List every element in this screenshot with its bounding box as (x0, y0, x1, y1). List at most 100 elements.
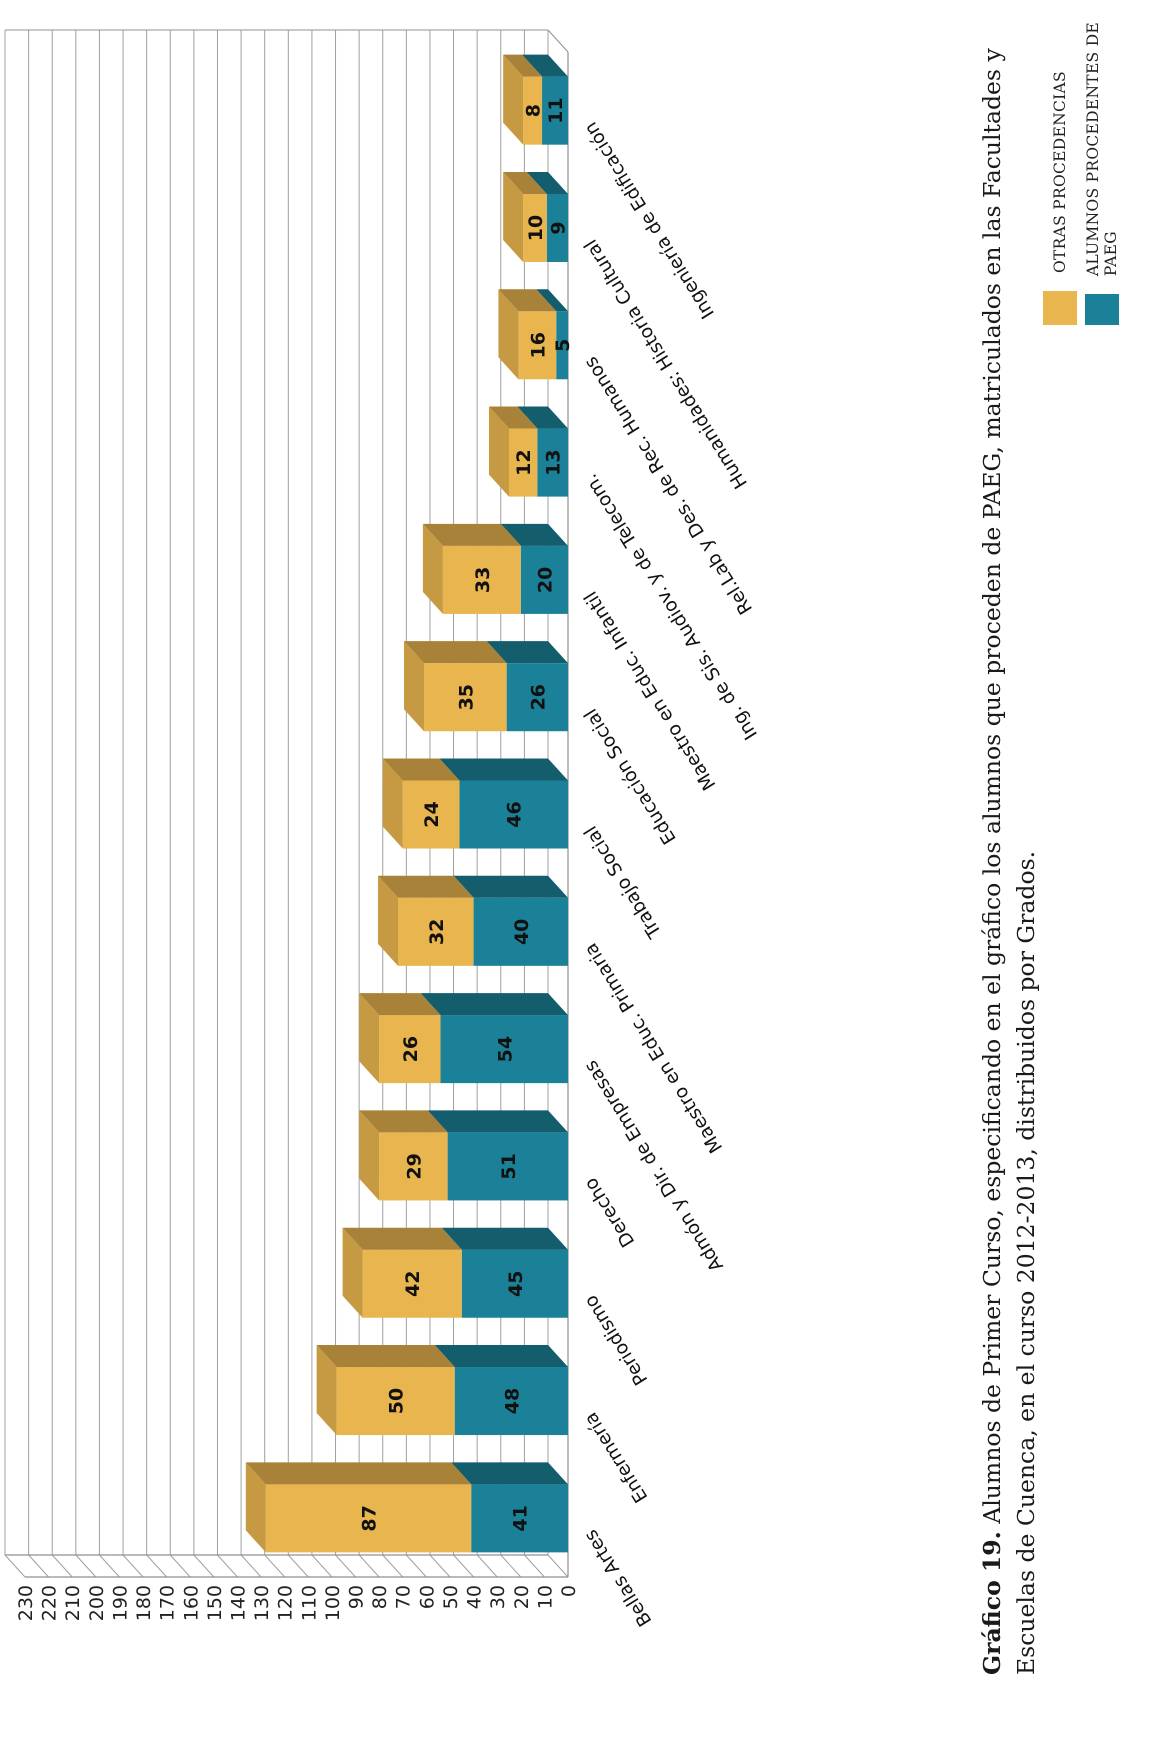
legend-swatch-paeg (1085, 294, 1119, 325)
data-label: 50 (386, 1388, 408, 1414)
y-tick-label: 0 (558, 1585, 580, 1597)
bar-otras (398, 897, 474, 966)
y-tick-label: 180 (133, 1585, 155, 1621)
gridline-depth (99, 1554, 120, 1578)
bar-top (503, 54, 524, 145)
bar-otras (336, 1367, 455, 1436)
bar-side (441, 1227, 568, 1250)
bar-paeg (447, 1132, 568, 1201)
bar-paeg (454, 1367, 568, 1436)
bar-otras (423, 663, 507, 732)
bar-otras (523, 76, 543, 145)
bar-side (522, 54, 568, 77)
bar-side (526, 171, 568, 194)
bar-side (536, 289, 568, 312)
bar-paeg (459, 780, 568, 849)
gridline-depth (51, 1554, 73, 1578)
bar-side (439, 758, 568, 781)
gridline-depth (193, 1554, 215, 1578)
legend-swatch-otras (1043, 291, 1077, 325)
data-label: 41 (510, 1505, 532, 1531)
bar-paeg (440, 1015, 568, 1084)
data-label: 20 (534, 567, 556, 593)
category-label: Derecho (580, 1174, 639, 1251)
floor-right-edge (547, 29, 569, 53)
bar-top (359, 993, 380, 1084)
caption-label: Gráfico 19. (978, 1531, 1006, 1675)
y-tick-label: 90 (346, 1585, 368, 1609)
bar-layer (245, 54, 569, 1553)
legend: OTRAS PROCEDENCIAS ALUMNOS PROCEDENTES D… (1043, 0, 1129, 325)
category-label: Maestro en Educ. Primaria (580, 939, 727, 1156)
y-tick-label: 70 (393, 1585, 415, 1609)
y-tick-label: 20 (511, 1585, 533, 1609)
gridline-depth (547, 1554, 569, 1578)
gridline-depth (4, 1554, 26, 1578)
y-tick-label: 110 (298, 1585, 320, 1621)
gridline-depth (335, 1554, 356, 1578)
bar-top (245, 1462, 266, 1553)
y-tick-label: 10 (534, 1585, 556, 1609)
bar-top (498, 289, 519, 380)
bar-paeg (556, 311, 569, 380)
bar-paeg (473, 897, 568, 966)
gridline-depth (264, 1554, 286, 1578)
bar-side (453, 875, 568, 898)
y-tick-label: 100 (322, 1585, 344, 1621)
bar-otras (265, 1484, 472, 1553)
bar-side (488, 406, 538, 429)
bar-side (503, 171, 547, 194)
bar-side (245, 1462, 472, 1485)
bar-otras (442, 545, 521, 614)
bar-side (427, 1110, 568, 1133)
category-label: Admón y Dir. de Empresas (580, 1056, 727, 1275)
gridline-depth (405, 1554, 427, 1578)
legend-label-otras: OTRAS PROCEDENCIAS (1051, 71, 1069, 273)
data-label: 24 (421, 801, 443, 827)
data-label: 29 (403, 1153, 425, 1179)
y-tick-label: 210 (62, 1585, 84, 1621)
data-label: 42 (402, 1271, 424, 1297)
category-label: Trabajo Social (580, 822, 666, 942)
y-tick-label: 30 (487, 1585, 509, 1609)
bar-paeg (520, 545, 568, 614)
bar-top (316, 1345, 337, 1436)
bar-side (378, 875, 474, 898)
bar-side (451, 1462, 568, 1485)
category-label: Maestro en Educ. Infantil (580, 587, 720, 793)
gridline-depth (287, 1554, 309, 1578)
y-tick-label: 40 (464, 1585, 486, 1609)
bar-paeg (461, 1249, 568, 1318)
data-label: 13 (543, 449, 565, 475)
gridline-depth (311, 1554, 333, 1578)
bar-side (342, 1227, 462, 1250)
caption-text: Alumnos de Primer Curso, especificando e… (978, 48, 1040, 1675)
bar-otras (362, 1249, 462, 1318)
data-label: 26 (400, 1036, 422, 1062)
bar-paeg (506, 663, 569, 732)
category-label: Ingeniería de Edificación (580, 118, 718, 322)
gridline-depth (429, 1554, 451, 1578)
y-tick-label: 130 (251, 1585, 273, 1621)
gridline-depth (240, 1554, 262, 1578)
bar-top (422, 523, 443, 614)
bar-paeg (537, 428, 569, 497)
y-tick-label: 230 (15, 1585, 37, 1621)
y-tick-label: 60 (416, 1585, 438, 1609)
legend-item-paeg: ALUMNOS PROCEDENTES DE PAEG (1084, 0, 1120, 325)
y-tick-label: 170 (157, 1585, 179, 1621)
data-label: 33 (472, 567, 494, 593)
gridline-depth (524, 1554, 545, 1578)
data-label: 51 (498, 1153, 520, 1179)
gridline-depth (146, 1554, 168, 1578)
gridline-depth (217, 1554, 238, 1578)
data-label: 26 (527, 684, 549, 710)
y-tick-label: 200 (86, 1585, 108, 1621)
figure-caption: Gráfico 19. Alumnos de Primer Curso, esp… (975, 35, 1043, 1675)
gridline-depth (358, 1554, 380, 1578)
y-tick-label: 190 (109, 1585, 131, 1621)
gridline-depth (122, 1554, 144, 1578)
bar-top (342, 1227, 363, 1318)
category-label: Bellas Artes (580, 1526, 656, 1630)
bar-side (500, 523, 568, 546)
